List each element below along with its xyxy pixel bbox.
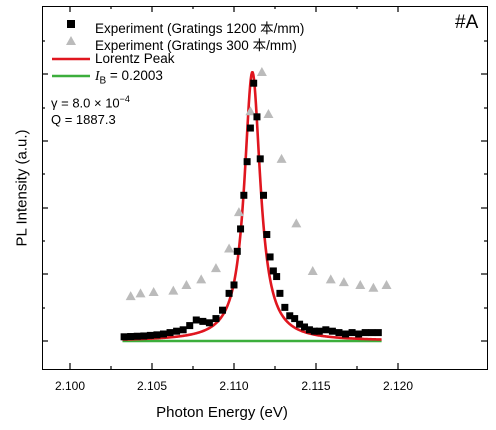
x-tick-label: 2.120: [382, 379, 414, 393]
data-point-300: [135, 288, 146, 298]
data-point-1200: [192, 316, 200, 324]
data-point-1200: [253, 113, 261, 121]
data-point-300: [148, 286, 159, 296]
data-point-1200: [159, 330, 167, 338]
data-point-300: [168, 285, 179, 295]
x-axis-title: Photon Energy (eV): [156, 404, 288, 421]
legend-square-icon: [67, 20, 75, 28]
plot-area: [42, 6, 488, 370]
data-point-1200: [153, 331, 161, 339]
data-point-1200: [256, 155, 264, 163]
x-tick-label: 2.105: [136, 379, 168, 393]
data-point-1200: [120, 333, 128, 341]
data-point-1200: [140, 332, 148, 340]
lorentz-peak-curve: [121, 70, 383, 341]
legend-label-exp300: Experiment (Gratings 300 本/mm): [95, 38, 297, 53]
data-point-300: [245, 106, 256, 116]
data-point-1200: [361, 329, 369, 337]
q-note: Q = 1887.3: [51, 112, 116, 127]
data-point-1200: [355, 330, 363, 338]
legend-label-baseline: IB = 0.2003: [95, 68, 163, 87]
data-point-1200: [374, 329, 382, 337]
data-point-1200: [133, 332, 141, 340]
data-point-1200: [212, 315, 220, 323]
data-point-1200: [286, 312, 294, 320]
data-point-1200: [173, 327, 181, 335]
data-point-1200: [276, 289, 284, 297]
data-point-1200: [266, 253, 274, 261]
data-point-300: [291, 218, 302, 228]
data-point-300: [181, 279, 192, 289]
data-point-300: [125, 291, 136, 301]
data-point-1200: [328, 327, 336, 335]
data-point-1200: [146, 331, 154, 339]
data-point-300: [276, 153, 287, 163]
gamma-note: γ = 8.0 × 10−4: [51, 94, 130, 110]
x-tick-label: 2.115: [301, 379, 331, 393]
legend-label-exp1200: Experiment (Gratings 1200 本/mm): [95, 21, 305, 36]
data-point-300: [355, 279, 366, 289]
data-point-1200: [166, 329, 174, 337]
data-point-1200: [186, 322, 194, 330]
ib-value: = 0.2003: [106, 68, 163, 83]
data-point-300: [256, 67, 267, 76]
data-point-300: [368, 282, 379, 292]
gamma-text: γ = 8.0 × 10: [51, 95, 120, 111]
data-point-300: [381, 279, 392, 289]
data-point-1200: [305, 326, 313, 334]
data-point-300: [338, 277, 349, 287]
data-point-1200: [225, 289, 233, 297]
data-point-1200: [246, 124, 254, 132]
data-point-300: [210, 263, 221, 273]
data-point-1200: [219, 306, 227, 314]
data-point-1200: [233, 247, 241, 255]
data-point-1200: [315, 327, 323, 335]
data-point-1200: [179, 326, 187, 334]
data-point-1200: [205, 319, 213, 327]
data-point-1200: [199, 317, 207, 325]
gamma-exponent: −4: [119, 94, 130, 104]
data-point-1200: [322, 326, 330, 334]
x-tick-label: 2.100: [54, 379, 86, 393]
data-point-1200: [368, 329, 376, 337]
data-point-1200: [301, 323, 309, 331]
data-point-300: [196, 274, 207, 284]
ib-subscript: B: [99, 75, 107, 87]
data-point-300: [233, 207, 244, 217]
data-point-1200: [348, 329, 356, 337]
data-point-300: [325, 274, 336, 284]
data-point-1200: [230, 281, 238, 289]
data-point-1200: [250, 79, 258, 87]
y-axis-title: PL Intensity (a.u.): [13, 129, 31, 247]
data-point-1200: [335, 329, 343, 337]
data-point-1200: [260, 191, 268, 199]
ib-symbol: I: [95, 68, 100, 83]
data-point-300: [307, 265, 318, 275]
data-point-1200: [243, 158, 251, 166]
data-point-1200: [269, 267, 277, 275]
data-point-1200: [291, 315, 299, 323]
data-point-1200: [127, 333, 135, 341]
data-point-1200: [237, 225, 245, 233]
data-point-1200: [310, 327, 318, 335]
data-point-1200: [342, 330, 350, 338]
panel-label: #A: [455, 12, 479, 33]
data-point-300: [263, 109, 274, 119]
data-point-1200: [273, 273, 281, 281]
legend-triangle-icon: [66, 36, 76, 45]
data-point-1200: [263, 231, 271, 239]
data-point-300: [224, 243, 235, 253]
data-point-1200: [240, 191, 248, 199]
data-point-1200: [296, 320, 304, 328]
data-point-1200: [281, 303, 289, 311]
legend-label-lorentz: Lorentz Peak: [95, 51, 175, 66]
x-tick-label: 2.110: [219, 379, 249, 393]
